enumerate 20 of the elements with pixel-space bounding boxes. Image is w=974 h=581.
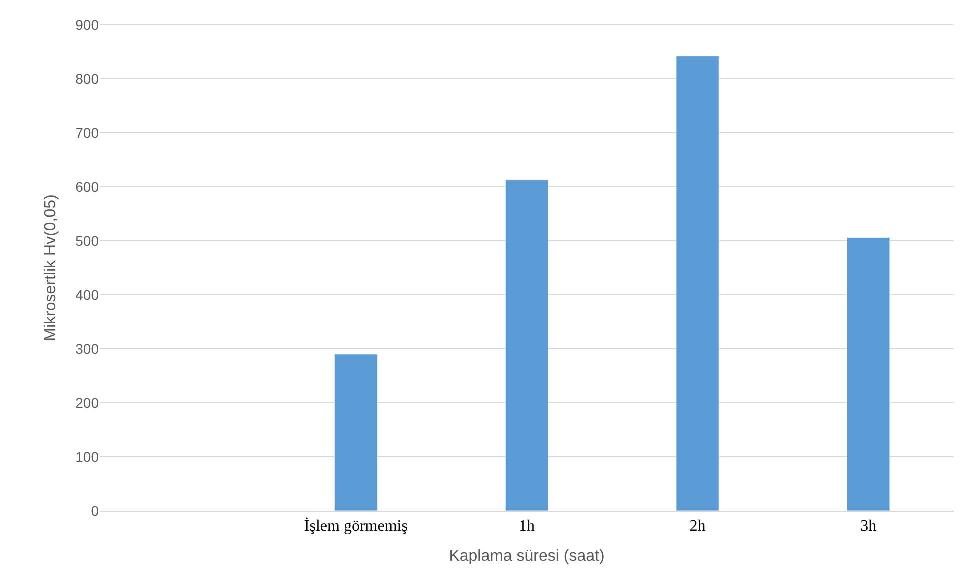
x-axis-title: Kaplama süresi (saat): [449, 548, 605, 565]
y-tick-label: 500: [76, 232, 100, 249]
bar: [676, 56, 720, 511]
x-tick-label: 3h: [860, 518, 877, 536]
y-axis-title: Mikrosertlik Hv(0,05): [42, 194, 60, 342]
y-tick-label: 600: [76, 178, 100, 195]
x-tick-label: 1h: [519, 518, 535, 536]
y-tick-label: 300: [76, 340, 100, 357]
y-tick-label: 700: [76, 124, 100, 141]
y-tick-label: 400: [76, 286, 100, 303]
y-tick-label: 100: [76, 448, 100, 465]
bar: [847, 238, 890, 511]
bar: [334, 354, 378, 511]
y-tick-label: 0: [91, 502, 100, 519]
y-tick-label: 200: [76, 394, 100, 411]
y-tick-label: 800: [76, 70, 100, 87]
x-tick-label: 2h: [690, 518, 706, 536]
x-tick-label: İşlem görmemiş: [304, 517, 408, 536]
y-tick-label: 900: [76, 16, 100, 33]
bar: [505, 180, 549, 511]
